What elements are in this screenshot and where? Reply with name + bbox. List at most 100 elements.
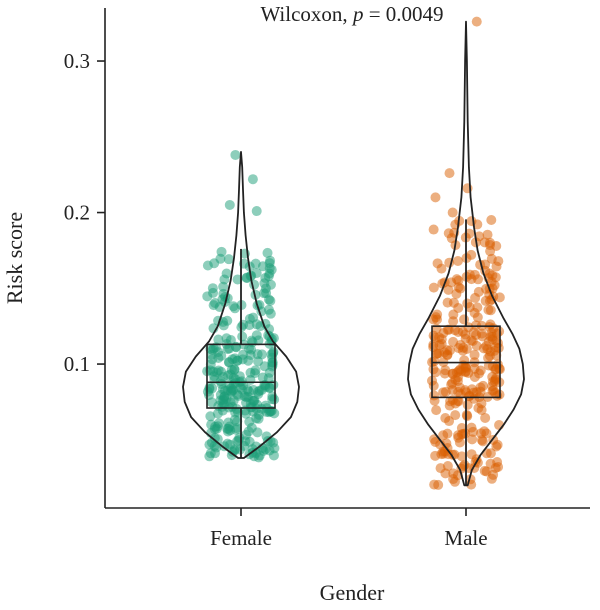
data-point: [490, 272, 501, 283]
data-point: [216, 350, 227, 361]
data-point: [438, 430, 449, 441]
data-point: [468, 426, 479, 437]
data-point: [428, 224, 439, 235]
y-tick-label: 0.2: [64, 201, 90, 225]
data-point: [448, 468, 459, 479]
x-tick-label: Female: [210, 526, 272, 550]
data-point: [222, 438, 233, 449]
data-point: [251, 206, 262, 217]
data-point: [485, 448, 496, 459]
data-point: [483, 352, 494, 363]
data-point: [428, 390, 439, 401]
data-point: [440, 365, 451, 376]
data-point: [476, 435, 487, 446]
data-point: [466, 449, 477, 460]
data-point: [241, 272, 252, 283]
data-point: [491, 350, 502, 361]
data-point: [455, 389, 466, 400]
x-axis-title: Gender: [320, 580, 385, 605]
data-point: [428, 380, 439, 391]
x-tick-label: Male: [444, 526, 487, 550]
data-point: [209, 297, 220, 308]
data-point: [446, 379, 457, 390]
data-point: [249, 395, 260, 406]
annotation-value: = 0.0049: [363, 2, 443, 26]
boxplot: [206, 248, 276, 458]
data-point: [266, 349, 277, 360]
data-point: [470, 292, 481, 303]
data-point: [469, 371, 480, 382]
data-point: [472, 302, 483, 313]
data-point: [237, 331, 248, 342]
data-point: [251, 319, 262, 330]
data-point: [253, 386, 264, 397]
data-point: [453, 303, 464, 314]
data-point: [207, 283, 218, 294]
data-point: [224, 199, 235, 210]
data-point: [213, 334, 224, 345]
data-point: [208, 343, 219, 354]
data-point: [263, 304, 274, 315]
data-point: [430, 436, 441, 447]
data-point: [480, 412, 491, 423]
data-point: [234, 371, 245, 382]
plot-area: [182, 16, 525, 490]
data-point: [462, 411, 473, 422]
data-point: [492, 439, 503, 450]
data-point: [492, 359, 503, 370]
data-point: [268, 437, 279, 448]
data-point: [479, 465, 490, 476]
data-point: [435, 463, 446, 474]
data-point: [260, 444, 271, 455]
data-point: [494, 326, 505, 337]
data-point: [494, 292, 505, 303]
data-point: [459, 314, 470, 325]
data-point: [471, 340, 482, 351]
data-point: [225, 334, 236, 345]
data-points: [202, 149, 280, 463]
data-point: [477, 331, 488, 342]
data-point: [245, 374, 256, 385]
data-point: [430, 450, 441, 461]
data-point: [461, 362, 472, 373]
data-point: [263, 271, 274, 282]
data-point: [450, 325, 461, 336]
data-point: [247, 174, 258, 185]
group-female: [182, 149, 300, 463]
data-point: [251, 268, 262, 279]
data-point: [442, 297, 453, 308]
data-point: [250, 365, 261, 376]
data-point: [489, 280, 500, 291]
data-point: [482, 229, 493, 240]
data-point: [476, 405, 487, 416]
iqr-box: [206, 343, 276, 409]
data-point: [209, 433, 220, 444]
wilcoxon-annotation: Wilcoxon, p = 0.0049: [260, 2, 443, 26]
data-point: [234, 432, 245, 443]
group-male: [407, 16, 525, 490]
data-point: [493, 342, 504, 353]
data-point: [228, 301, 239, 312]
data-point: [225, 397, 236, 408]
data-point: [447, 207, 458, 218]
data-point: [223, 254, 234, 265]
data-point: [433, 348, 444, 359]
data-point: [251, 441, 262, 452]
data-point: [216, 366, 227, 377]
data-point: [489, 376, 500, 387]
data-point: [467, 434, 478, 445]
data-point: [264, 367, 275, 378]
data-point: [444, 168, 455, 179]
data-point: [260, 283, 271, 294]
data-point: [204, 390, 215, 401]
data-point: [434, 340, 445, 351]
data-point: [428, 330, 439, 341]
data-point: [474, 231, 485, 242]
data-point: [205, 359, 216, 370]
data-point: [485, 246, 496, 257]
data-point: [205, 448, 216, 459]
data-point: [462, 399, 473, 410]
data-point: [452, 256, 463, 267]
data-point: [466, 216, 477, 227]
data-point: [431, 405, 442, 416]
